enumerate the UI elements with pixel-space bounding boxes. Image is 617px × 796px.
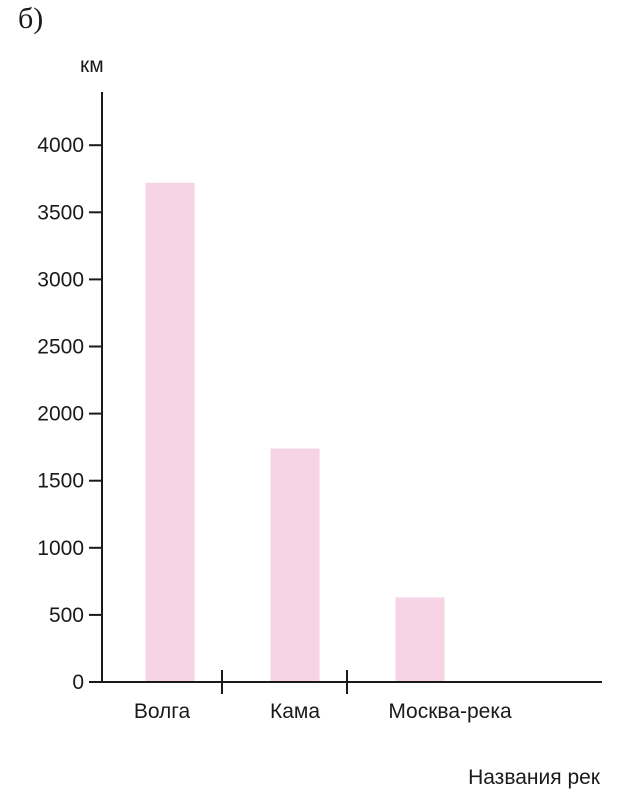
y-tick-label: 2500 [37,336,84,359]
y-tick-label: 1000 [37,537,84,560]
x-tick-label: Кама [270,700,320,723]
y-axis-label: км [80,54,104,77]
y-tick-label: 3000 [37,268,84,291]
y-tick-label: 4000 [37,134,84,157]
x-separators-group [221,670,348,694]
y-tick-label: 2000 [37,403,84,426]
bar-1 [145,182,195,682]
y-tick-label: 500 [49,604,84,627]
x-labels-group: Волга Кама Москва-река [134,700,512,723]
x-axis-label: Названия рек [468,766,601,789]
x-tick-label: Волга [134,700,191,723]
panel-label: б) [18,2,43,35]
y-tick-label: 0 [72,671,84,694]
bar-3 [395,597,445,682]
y-ticks-group: 0 500 1000 1500 2000 2500 3000 3500 4000 [37,134,102,694]
bars-group [145,182,445,682]
y-tick-label: 3500 [37,201,84,224]
y-tick-label: 1500 [37,470,84,493]
x-tick-label: Москва-река [388,700,512,723]
bar-2 [270,448,320,682]
